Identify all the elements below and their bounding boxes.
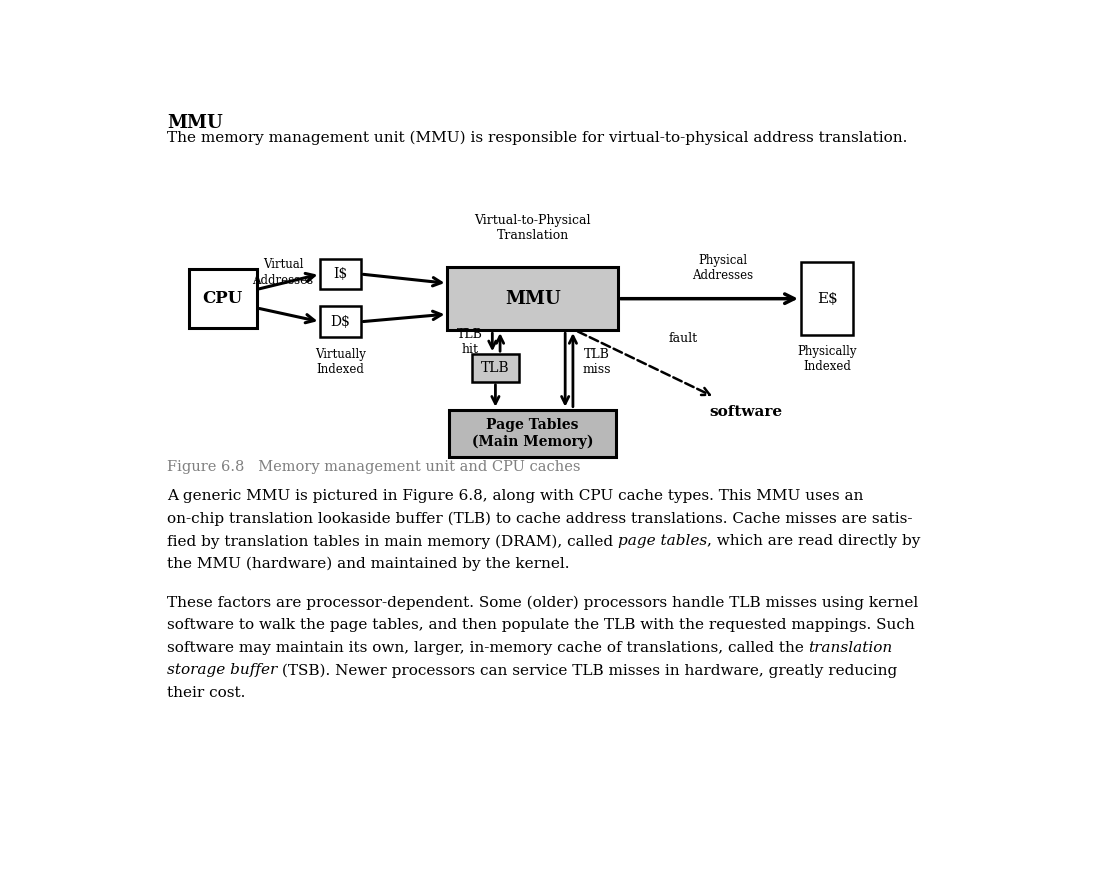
Text: software: software xyxy=(709,405,782,419)
Text: TLB
miss: TLB miss xyxy=(582,348,611,376)
Text: page tables: page tables xyxy=(618,535,707,548)
Text: their cost.: their cost. xyxy=(167,686,245,700)
Text: Figure 6.8   Memory management unit and CPU caches: Figure 6.8 Memory management unit and CP… xyxy=(167,460,580,474)
Text: Page Tables
(Main Memory): Page Tables (Main Memory) xyxy=(471,418,593,449)
Text: Physically
Indexed: Physically Indexed xyxy=(798,345,857,373)
Text: Physical
Addresses: Physical Addresses xyxy=(692,254,753,282)
Text: MMU: MMU xyxy=(167,114,223,132)
Text: Virtual
Addresses: Virtual Addresses xyxy=(253,258,313,287)
Text: I$: I$ xyxy=(333,267,347,281)
Text: TLB
hit: TLB hit xyxy=(457,328,484,356)
Text: storage buffer: storage buffer xyxy=(167,664,277,678)
Text: MMU: MMU xyxy=(504,290,560,308)
Text: A generic MMU is pictured in Figure 6.8, along with CPU cache types. This MMU us: A generic MMU is pictured in Figure 6.8,… xyxy=(167,489,863,503)
Text: fied by translation tables in main memory (DRAM), called: fied by translation tables in main memor… xyxy=(167,535,618,548)
FancyBboxPatch shape xyxy=(189,269,257,328)
Text: These factors are processor-dependent. Some (older) processors handle TLB misses: These factors are processor-dependent. S… xyxy=(167,595,918,610)
Text: software to walk the page tables, and then populate the TLB with the requested m: software to walk the page tables, and th… xyxy=(167,618,914,632)
Text: on-chip translation lookaside buffer (TLB) to cache address translations. Cache : on-chip translation lookaside buffer (TL… xyxy=(167,512,912,526)
Text: (TSB). Newer processors can service TLB misses in hardware, greatly reducing: (TSB). Newer processors can service TLB … xyxy=(277,664,897,678)
Text: Virtually
Indexed: Virtually Indexed xyxy=(315,348,366,376)
Text: TLB: TLB xyxy=(481,361,510,375)
FancyBboxPatch shape xyxy=(320,306,360,337)
Text: the MMU (hardware) and maintained by the kernel.: the MMU (hardware) and maintained by the… xyxy=(167,557,569,571)
Text: Virtual-to-Physical
Translation: Virtual-to-Physical Translation xyxy=(475,214,591,242)
FancyBboxPatch shape xyxy=(449,410,615,457)
Text: fault: fault xyxy=(668,332,698,345)
FancyBboxPatch shape xyxy=(473,354,519,382)
Text: The memory management unit (MMU) is responsible for virtual-to-physical address : The memory management unit (MMU) is resp… xyxy=(167,131,907,146)
FancyBboxPatch shape xyxy=(801,262,854,335)
Text: software may maintain its own, larger, in-memory cache of translations, called t: software may maintain its own, larger, i… xyxy=(167,641,809,655)
FancyBboxPatch shape xyxy=(320,259,360,290)
Text: D$: D$ xyxy=(331,315,351,329)
Text: translation: translation xyxy=(809,641,892,655)
Text: E$: E$ xyxy=(817,291,837,306)
Text: , which are read directly by: , which are read directly by xyxy=(707,535,921,548)
Text: CPU: CPU xyxy=(202,290,243,307)
FancyBboxPatch shape xyxy=(447,267,618,330)
